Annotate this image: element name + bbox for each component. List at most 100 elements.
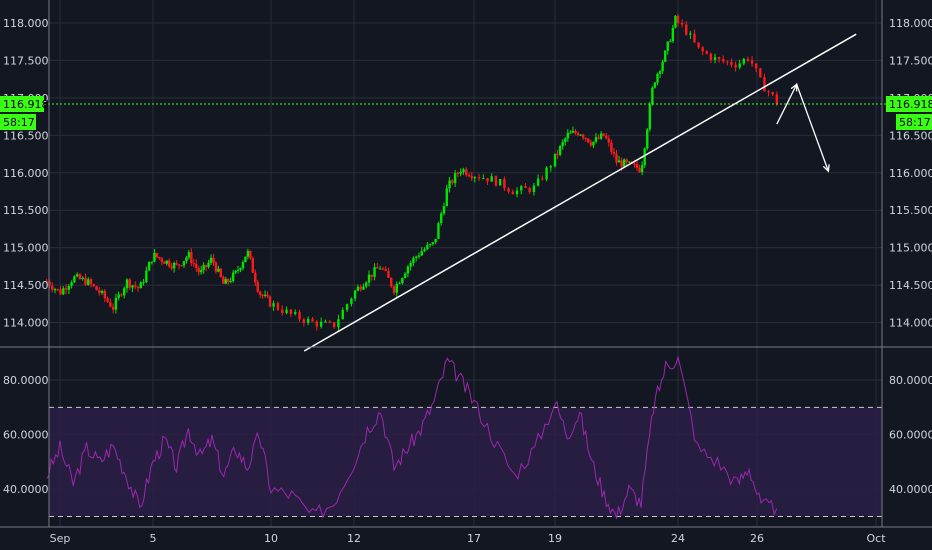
price-tick-label: 115.500: [889, 204, 932, 217]
candle-body: [561, 141, 564, 147]
candle-body: [477, 177, 481, 179]
rsi-tick-label: 80.0000: [889, 374, 932, 387]
candle-body: [84, 277, 87, 285]
candle-body: [359, 286, 362, 290]
projection-arrowhead-up: [790, 83, 798, 92]
candle-body: [315, 321, 319, 327]
price-tick-label: 114.500: [889, 279, 932, 292]
candle-body: [403, 273, 407, 278]
candle-body: [524, 186, 527, 188]
candle-body: [574, 131, 577, 134]
candle-body: [431, 242, 435, 245]
trendline-group: [0, 33, 932, 352]
candle-body: [415, 256, 418, 258]
rsi-tick-label: 40.0000: [3, 483, 49, 496]
candle-body: [51, 285, 54, 290]
candle-body: [217, 268, 220, 272]
candle-body: [597, 137, 600, 139]
candle-body: [134, 285, 137, 287]
candle-body: [620, 160, 623, 167]
candle-body: [448, 180, 451, 189]
candle-body: [428, 244, 432, 246]
candle-body: [177, 264, 181, 266]
candle-body: [298, 312, 301, 320]
candle-body: [281, 309, 284, 313]
candle-body: [392, 286, 396, 293]
candle-body: [709, 53, 713, 60]
right-countdown-badge: [896, 114, 932, 131]
candle-body: [353, 290, 357, 299]
candle-body: [511, 191, 515, 195]
candles: [45, 13, 779, 331]
candle-body: [658, 71, 662, 74]
candle-body: [128, 279, 131, 288]
candle-body: [507, 188, 510, 192]
trendline[interactable]: [303, 33, 857, 352]
candle-body: [651, 87, 654, 105]
candle-body: [541, 178, 544, 180]
candle-body: [244, 256, 247, 263]
candle-body: [227, 279, 230, 282]
candle-body: [628, 161, 631, 163]
candle-body: [120, 294, 123, 296]
candle-body: [412, 257, 415, 263]
candle-body: [564, 138, 567, 142]
candle-body: [646, 129, 649, 149]
candle-body: [185, 257, 188, 262]
candle-body: [705, 51, 709, 54]
candle-body: [261, 294, 264, 296]
candle-body: [224, 279, 227, 284]
candle-body: [635, 163, 639, 169]
price-tick-label: 114.500: [3, 279, 49, 292]
candle-body: [459, 171, 462, 174]
right-price-badge: [886, 96, 932, 113]
candle-body: [581, 134, 585, 138]
rsi-band: [49, 406, 882, 518]
candle-body: [378, 268, 382, 270]
candle-body: [302, 319, 306, 323]
candle-body: [426, 245, 429, 250]
candle-body: [254, 272, 257, 283]
candle-body: [528, 187, 531, 192]
candle-body: [204, 265, 208, 267]
candle-body: [494, 176, 498, 186]
candle-body: [617, 160, 621, 163]
candle-body: [345, 304, 349, 310]
candle-body: [142, 282, 145, 284]
price-tick-label: 116.000: [889, 167, 932, 180]
candle-body: [381, 268, 385, 270]
candle-body: [100, 290, 104, 293]
candle-body: [197, 267, 200, 273]
rsi-band-fill: [49, 407, 882, 517]
candle-body: [241, 262, 245, 269]
candle-body: [599, 133, 603, 139]
candle-body: [365, 282, 368, 287]
candle-body: [437, 223, 440, 239]
candle-body: [145, 270, 148, 283]
time-tick-label: 19: [548, 532, 562, 545]
candle-body: [401, 277, 404, 284]
candle-body: [306, 318, 310, 323]
left-price-badge-text: 116.918: [3, 98, 49, 111]
candle-body: [337, 319, 340, 328]
price-tick-label: 117.500: [3, 54, 49, 67]
candle-body: [589, 142, 593, 146]
left-price-badge: [0, 96, 44, 113]
candle-body: [373, 267, 376, 277]
candle-body: [222, 276, 225, 284]
time-tick-label: 10: [264, 532, 278, 545]
candle-body: [214, 262, 218, 272]
candle-body: [246, 250, 250, 257]
candle-body: [671, 27, 675, 42]
candle-body: [150, 261, 154, 263]
candle-body: [532, 185, 536, 192]
candle-body: [266, 294, 269, 297]
candle-body: [669, 41, 672, 43]
candle-body: [158, 257, 161, 259]
candle-body: [192, 263, 196, 265]
candle-body: [434, 238, 437, 243]
candle-body: [633, 163, 636, 165]
candle-body: [697, 42, 700, 48]
